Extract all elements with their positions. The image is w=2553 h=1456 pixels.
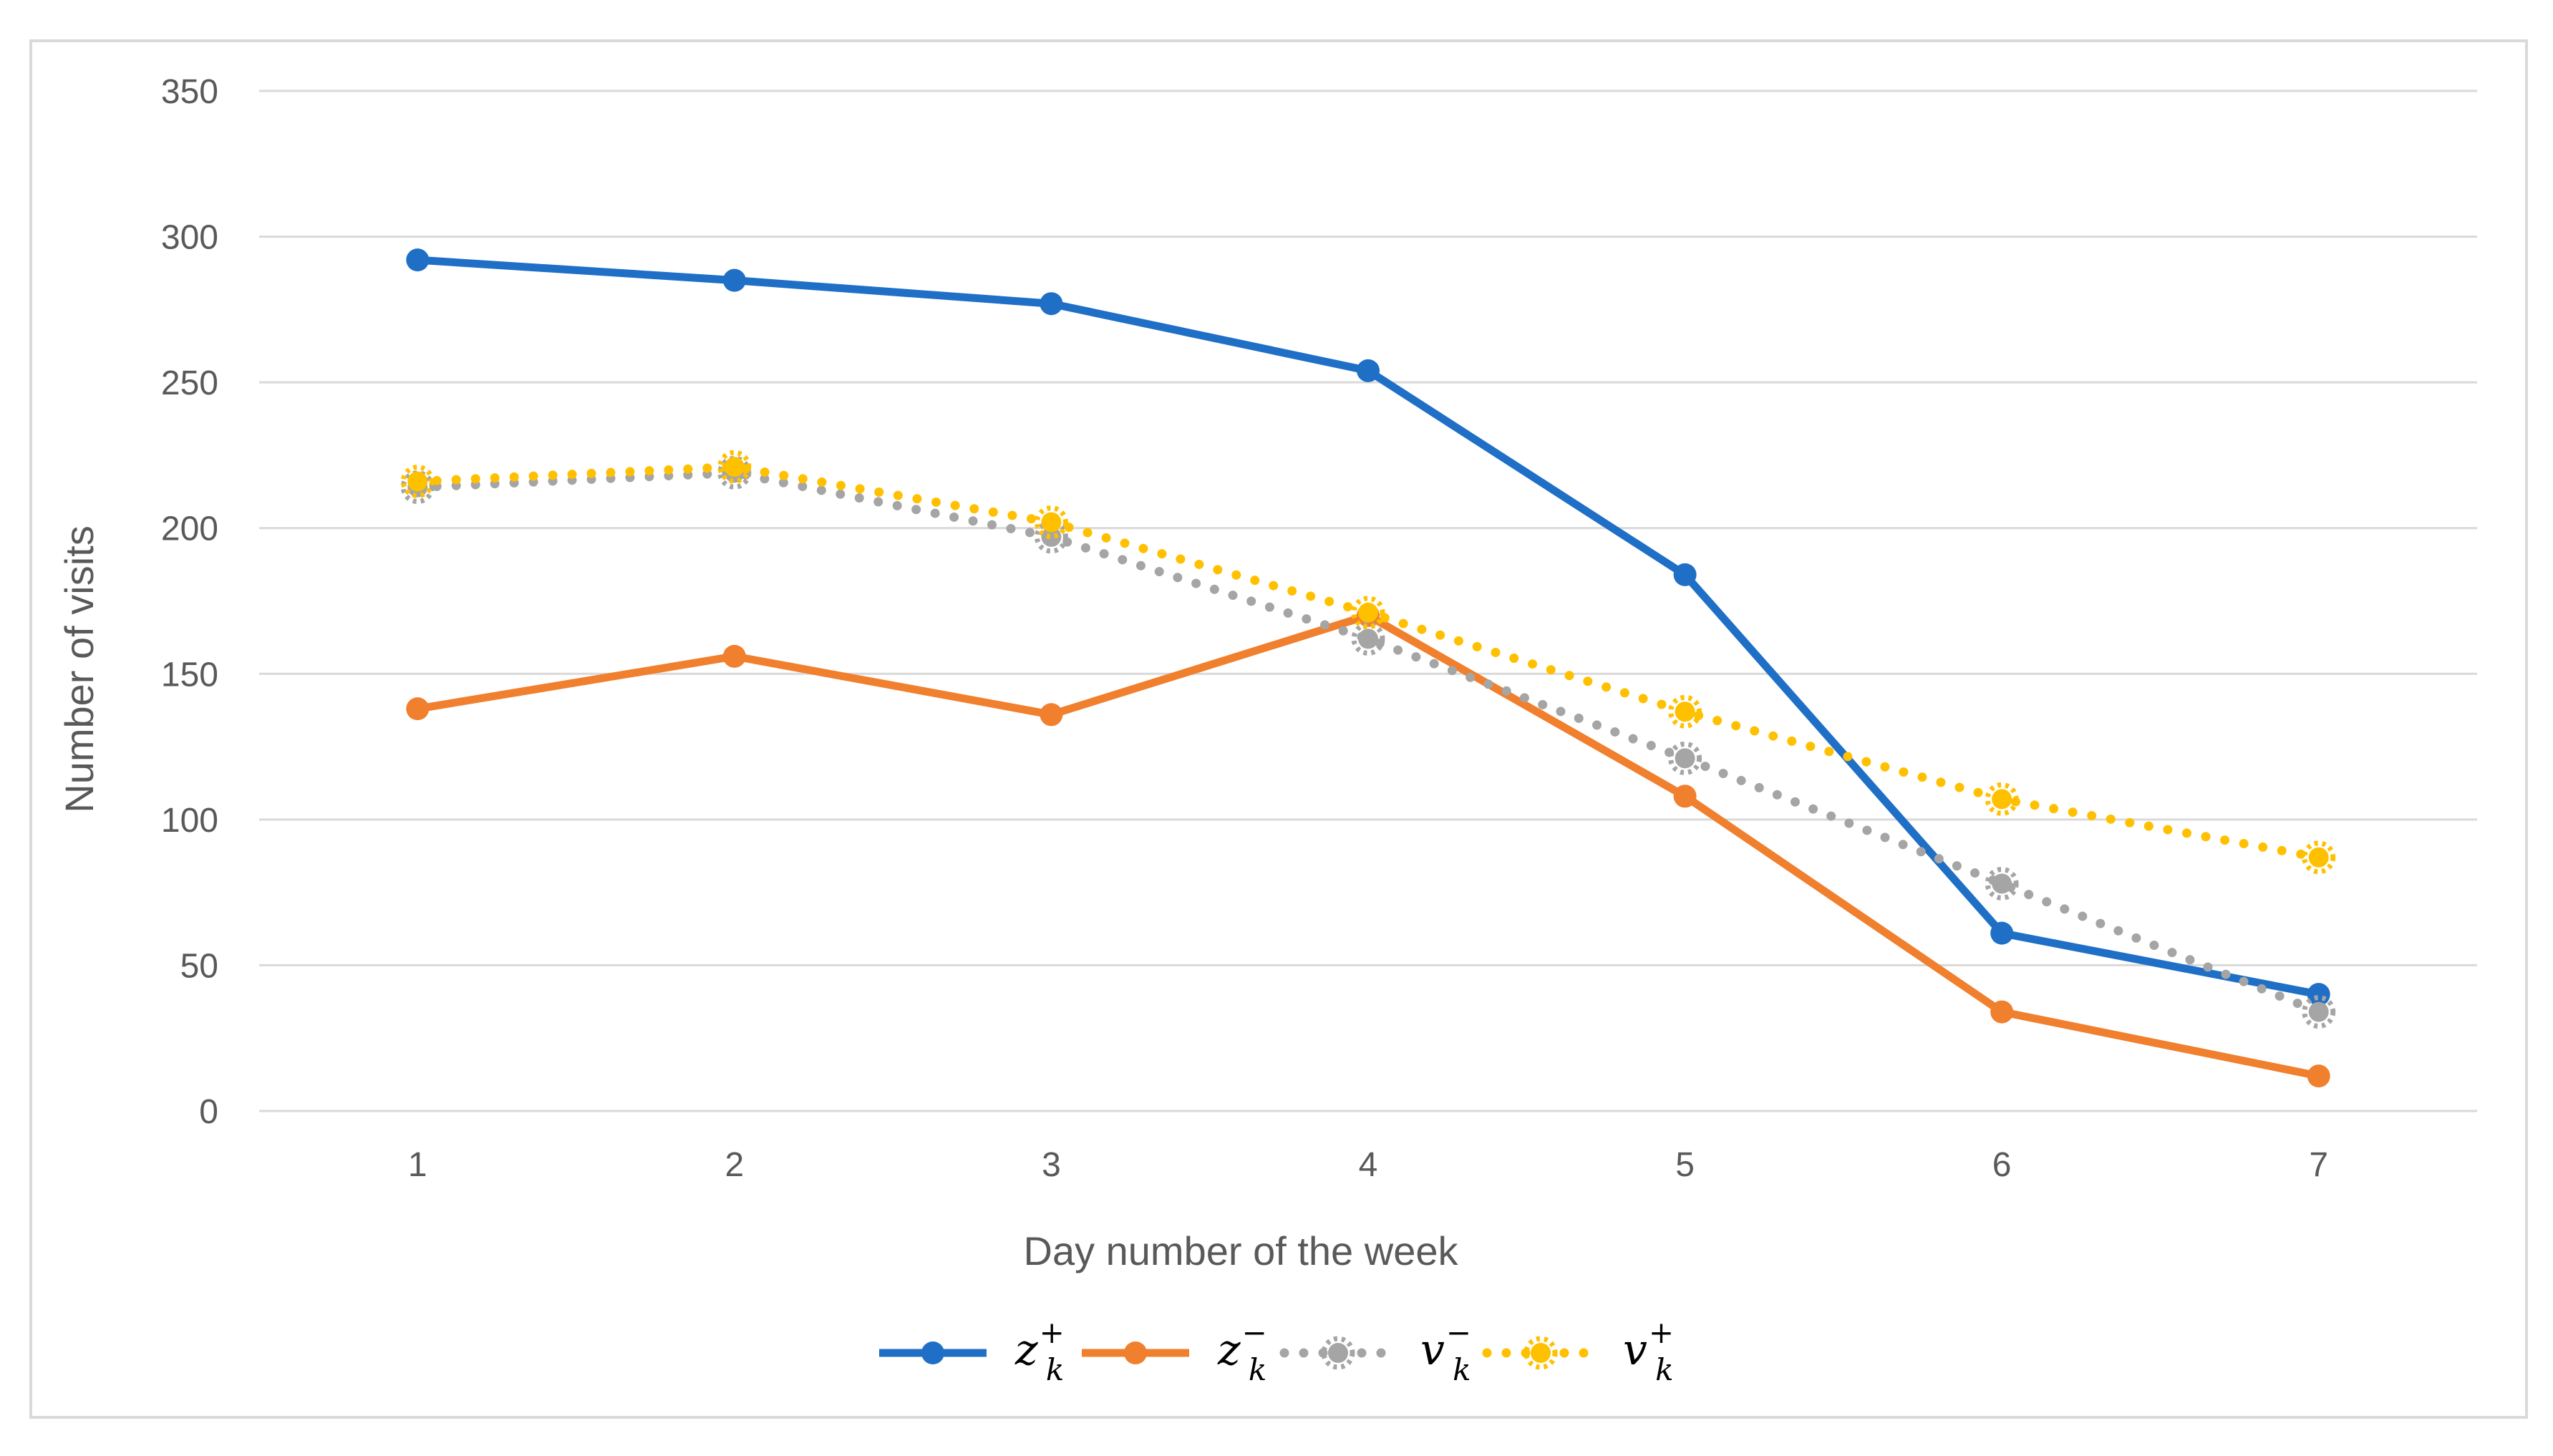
legend-label: v+ k: [1623, 1315, 1674, 1387]
data-point: [722, 268, 746, 292]
legend-swatch-marker: [1531, 1343, 1551, 1363]
data-point: [1675, 748, 1695, 769]
y-tick-label: 350: [161, 73, 218, 111]
chart-frame: [29, 39, 2528, 1419]
x-tick-label: 2: [725, 1146, 745, 1184]
data-point-ring: [1668, 741, 1702, 775]
data-point-ring: [1985, 866, 2019, 901]
x-tick-label: 5: [1675, 1146, 1695, 1184]
x-tick-label: 7: [2309, 1146, 2328, 1184]
legend-label: z− k: [1217, 1315, 1267, 1387]
legend-label: z+ k: [1014, 1315, 1065, 1387]
data-point-ring: [2302, 995, 2336, 1029]
data-point-ring: [1034, 520, 1068, 554]
data-point-ring: [1985, 782, 2019, 816]
data-point-ring: [400, 470, 435, 505]
y-tick-labels: 0 50 100 150 200 250 300 350: [161, 73, 218, 1131]
data-point: [2308, 847, 2329, 868]
y-axis-title: Number of visits: [57, 525, 102, 812]
y-tick-label: 150: [161, 656, 218, 694]
series-line: [413, 611, 2323, 1080]
x-tick-label: 6: [1992, 1146, 2012, 1184]
x-tick-labels: 1 2 3 4 5 6 7: [408, 1146, 2328, 1184]
data-point-ring: [1034, 505, 1068, 540]
data-point: [406, 697, 430, 721]
legend-item: z− k: [1082, 1315, 1267, 1387]
legend-swatch-marker-ring: [1321, 1336, 1355, 1370]
data-point: [1990, 1000, 2014, 1024]
data-point-ring: [1668, 694, 1702, 729]
data-point-ring: [2302, 840, 2336, 875]
series-z_k^-: [406, 603, 2330, 1088]
y-tick-label: 50: [180, 947, 218, 985]
data-point-ring: [717, 455, 752, 490]
y-tick-label: 100: [161, 802, 218, 840]
data-point: [1041, 526, 1062, 547]
data-point: [1992, 873, 2012, 894]
legend-item: z+ k: [879, 1315, 1065, 1387]
data-point-ring: [717, 450, 752, 484]
data-point-ring: [1351, 621, 1385, 656]
data-point-ring: [400, 465, 435, 499]
legend-swatch-marker: [1328, 1343, 1348, 1363]
x-axis-title: Day number of the week: [1024, 1228, 1459, 1273]
y-tick-label: 250: [161, 364, 218, 402]
legend: z+ k z− k v− k v+ k: [879, 1315, 1674, 1387]
legend-item: v+ k: [1482, 1315, 1674, 1387]
data-point: [1357, 359, 1380, 382]
data-point: [406, 248, 430, 272]
data-point: [1358, 602, 1378, 623]
x-tick-label: 3: [1042, 1146, 1061, 1184]
data-point: [1673, 563, 1697, 586]
series-v_k^+: [400, 450, 2336, 875]
y-tick-label: 300: [161, 219, 218, 257]
x-tick-label: 1: [408, 1146, 427, 1184]
legend-label: v− k: [1420, 1315, 1471, 1387]
data-point-ring: [1351, 596, 1385, 630]
series-z_k^+: [406, 248, 2330, 1006]
legend-item: v− k: [1279, 1315, 1471, 1387]
data-point: [722, 644, 746, 668]
data-point: [1675, 702, 1695, 722]
gridlines: [259, 89, 2477, 1112]
data-point: [1990, 921, 2014, 945]
data-point: [1358, 628, 1378, 649]
data-point: [724, 457, 745, 477]
data-point: [1041, 512, 1062, 533]
data-point: [2307, 1064, 2330, 1088]
data-point: [1673, 785, 1697, 808]
data-point: [407, 471, 428, 492]
data-point: [1040, 292, 1063, 316]
x-tick-label: 4: [1359, 1146, 1378, 1184]
legend-swatch-marker-ring: [1523, 1336, 1558, 1370]
y-tick-label: 0: [199, 1093, 218, 1131]
data-point: [2308, 1001, 2329, 1022]
legend-swatch-marker: [1124, 1341, 1147, 1364]
y-tick-label: 200: [161, 510, 218, 548]
data-point: [1040, 703, 1063, 727]
legend-swatch-marker: [921, 1341, 944, 1364]
series-lines: [400, 248, 2336, 1088]
series-line: [412, 467, 2324, 1017]
data-point: [1992, 789, 2012, 810]
